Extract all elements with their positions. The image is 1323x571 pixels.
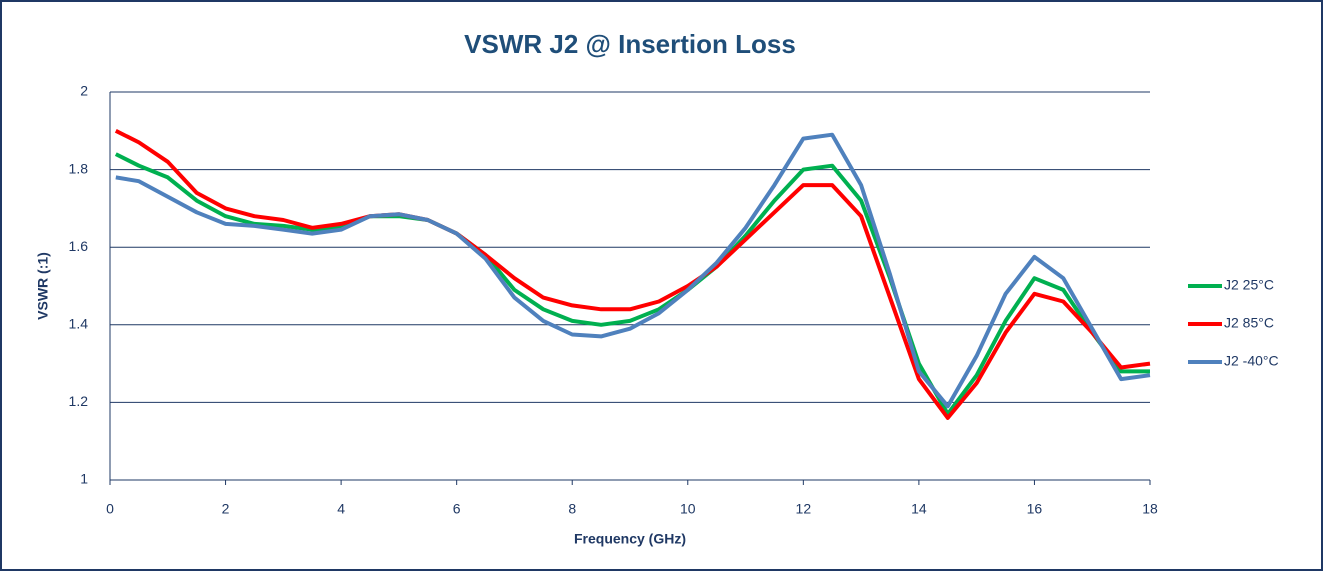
legend-label: J2 85°C	[1224, 315, 1274, 331]
x-tick-label: 14	[911, 501, 927, 517]
legend-label: J2 25°C	[1224, 277, 1274, 293]
x-axis-title: Frequency (GHz)	[574, 531, 686, 547]
x-tick-label: 8	[568, 501, 576, 517]
x-tick-label: 6	[453, 501, 461, 517]
x-tick-label: 12	[796, 501, 812, 517]
series-line	[114, 152, 1150, 416]
x-tick-label: 10	[680, 501, 696, 517]
series-line	[114, 129, 1151, 420]
x-tick-label: 18	[1142, 501, 1158, 517]
x-tick-label: 4	[337, 501, 345, 517]
x-tick-label: 16	[1027, 501, 1043, 517]
y-tick-label: 1	[80, 471, 88, 487]
legend-label: J2 -40°C	[1224, 353, 1279, 369]
y-tick-label: 1.2	[69, 393, 89, 409]
y-axis-title: VSWR (:1)	[35, 252, 51, 320]
chart-title: VSWR J2 @ Insertion Loss	[464, 29, 796, 59]
y-tick-label: 1.8	[69, 160, 89, 176]
x-tick-label: 0	[106, 501, 114, 517]
y-tick-label: 1.4	[69, 316, 89, 332]
series-line	[115, 132, 1151, 409]
x-tick-label: 2	[222, 501, 230, 517]
y-tick-label: 1.6	[69, 238, 89, 254]
y-tick-label: 2	[80, 83, 88, 99]
